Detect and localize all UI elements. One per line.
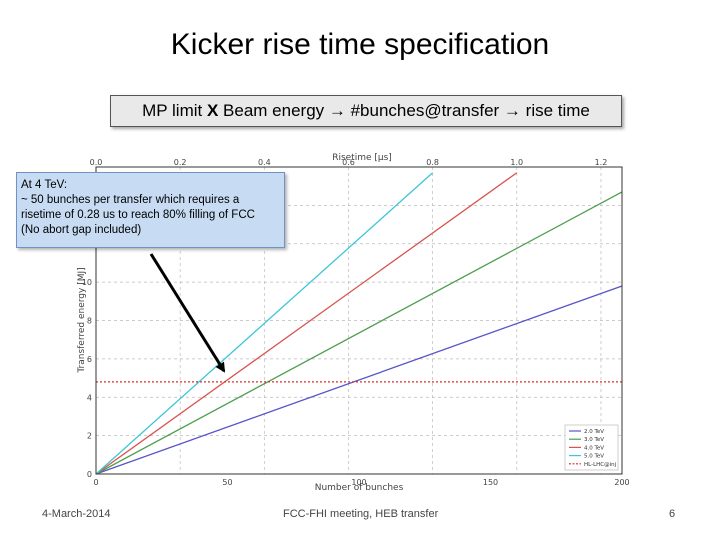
x2-tick-label: 0.6 <box>342 158 355 167</box>
callout-arrow <box>149 253 226 373</box>
legend-label: HL-LHC@inj <box>584 462 617 468</box>
x2-tick-label: 0.4 <box>258 158 271 167</box>
callout-line: ~ 50 bunches per transfer which requires… <box>21 194 240 206</box>
series-line <box>95 172 434 475</box>
series-line <box>95 172 518 475</box>
y-tick-label: 10 <box>82 278 92 287</box>
legend-label: 4.0 TeV <box>584 445 604 451</box>
footer-center: FCC-FHI meeting, HEB transfer <box>283 508 439 520</box>
series-group <box>95 172 623 475</box>
x2-axis-label: Risetime [μs] <box>332 153 392 163</box>
y-tick-label: 6 <box>87 355 92 364</box>
x2-tick-label: 0.0 <box>90 158 103 167</box>
x-tick-label: 0 <box>93 478 98 487</box>
footer-date: 4-March-2014 <box>42 508 111 520</box>
subtitle-suffix: Beam energy → #bunches@transfer → rise t… <box>218 101 590 120</box>
y-tick-label: 0 <box>87 470 92 479</box>
x2-tick-label: 0.8 <box>426 158 439 167</box>
footer-page-number: 6 <box>669 508 676 520</box>
x-tick-label: 100 <box>351 478 366 487</box>
x2-tick-label: 0.2 <box>174 158 187 167</box>
callout-note: At 4 TeV: ~ 50 bunches per transfer whic… <box>16 172 285 248</box>
legend-label: 2.0 TeV <box>584 429 604 435</box>
x-tick-label: 200 <box>614 478 629 487</box>
x2-tick-label: 1.2 <box>595 158 608 167</box>
plot-frame <box>95 166 623 475</box>
subtitle-box: MP limit X Beam energy → #bunches@transf… <box>110 95 622 127</box>
x-axis-label: Number of bunches <box>315 483 404 493</box>
y-tick-label: 2 <box>87 432 92 441</box>
legend: 2.0 TeV 3.0 TeV 4.0 TeV 5.0 TeV HL-LHC@inj <box>564 424 619 471</box>
callout-line: risetime of 0.28 us to reach 80% filling… <box>21 209 255 221</box>
legend-label: 3.0 TeV <box>584 437 604 443</box>
legend-label: 5.0 TeV <box>584 454 604 460</box>
x-tick-label: 50 <box>222 478 232 487</box>
series-line <box>95 191 623 475</box>
y-axis-label: Transferred energy [MJ] <box>77 267 87 373</box>
y-tick-label: 4 <box>87 393 92 402</box>
callout-line: At 4 TeV: <box>21 179 68 191</box>
y-tick-label: 8 <box>87 317 92 326</box>
subtitle-prefix: MP limit <box>142 101 207 120</box>
x2-tick-label: 1.0 <box>510 158 523 167</box>
callout-line: (No abort gap included) <box>21 224 142 236</box>
slide-title: Kicker rise time specification <box>170 28 550 61</box>
x-tick-label: 150 <box>483 478 498 487</box>
series-line <box>95 285 623 475</box>
subtitle-bold: X <box>206 101 219 120</box>
